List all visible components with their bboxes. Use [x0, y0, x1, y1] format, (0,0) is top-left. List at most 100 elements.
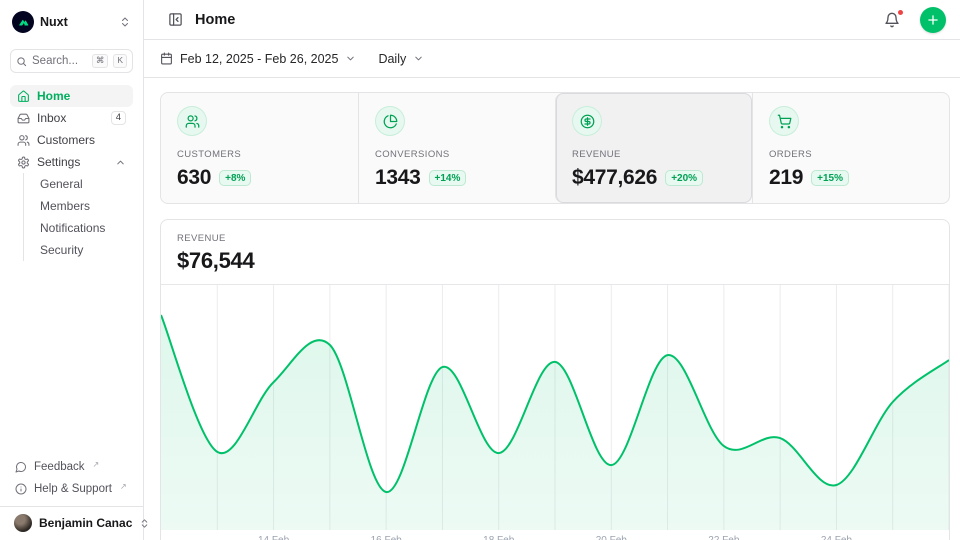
user-name: Benjamin Canac	[39, 516, 132, 530]
chart-header: Revenue $76,544	[161, 220, 949, 284]
home-icon	[17, 90, 30, 103]
panel-left-close-icon	[168, 12, 183, 27]
stat-label: Customers	[177, 149, 342, 160]
calendar-icon	[160, 52, 173, 65]
x-tick-label: 22 Feb	[708, 535, 739, 540]
sidebar-item-customers[interactable]: Customers	[10, 129, 133, 151]
stat-label: Conversions	[375, 149, 539, 160]
search-placeholder: Search...	[32, 55, 87, 67]
stat-value: 219	[769, 166, 803, 190]
inbox-icon	[17, 112, 30, 125]
chart-pie-circle-icon	[375, 106, 405, 136]
chart-x-axis: 14 Feb 16 Feb 18 Feb 20 Feb 22 Feb 24 Feb	[161, 530, 949, 540]
stat-label: Orders	[769, 149, 933, 160]
stat-card-orders[interactable]: Orders 219 +15%	[752, 93, 949, 203]
settings-sub-list: General Members Notifications Security	[23, 173, 133, 261]
granularity-select[interactable]: Daily	[378, 52, 424, 66]
chevron-up-icon	[115, 157, 126, 168]
circle-dollar-icon	[572, 106, 602, 136]
feedback-label: Feedback	[34, 461, 85, 473]
shopping-cart-icon	[769, 106, 799, 136]
chevron-down-icon	[345, 53, 356, 64]
sidebar-item-settings[interactable]: Settings	[10, 151, 133, 173]
granularity-value: Daily	[378, 52, 406, 66]
sidebar-nav: Home Inbox 4 Customers Sett	[10, 85, 133, 261]
sidebar-item-inbox[interactable]: Inbox 4	[10, 107, 133, 129]
main-area: Home Feb 12, 2025 - Feb 26	[144, 0, 960, 540]
x-tick-label: 14 Feb	[258, 535, 289, 540]
stat-delta-badge: +15%	[811, 170, 849, 186]
date-range-value: Feb 12, 2025 - Feb 26, 2025	[180, 52, 338, 66]
sidebar-item-security[interactable]: Security	[36, 239, 133, 261]
chart-plot-area: 14 Feb 16 Feb 18 Feb 20 Feb 22 Feb 24 Feb	[161, 284, 949, 540]
sidebar-item-label: Customers	[37, 133, 95, 147]
date-range-picker[interactable]: Feb 12, 2025 - Feb 26, 2025	[160, 52, 356, 66]
page-header: Home	[144, 0, 960, 40]
stat-card-conversions[interactable]: Conversions 1343 +14%	[358, 93, 555, 203]
sub-item-label: Members	[40, 199, 90, 213]
stat-value: 630	[177, 166, 211, 190]
workspace-name: Nuxt	[40, 15, 113, 29]
chart-metric-value: $76,544	[177, 248, 933, 274]
workspace-switcher[interactable]: Nuxt	[10, 8, 133, 36]
chevron-down-icon	[413, 53, 424, 64]
sidebar-collapse-button[interactable]	[166, 10, 185, 29]
sidebar-item-label: Home	[37, 89, 70, 103]
dashboard-content: Customers 630 +8% Conversions 1343 +14%	[144, 78, 960, 540]
help-support-link[interactable]: Help & Support ↗	[10, 478, 133, 500]
user-menu[interactable]: Benjamin Canac	[10, 512, 133, 534]
sub-item-label: Notifications	[40, 221, 105, 235]
stat-delta-badge: +20%	[665, 170, 703, 186]
x-tick-label: 18 Feb	[483, 535, 514, 540]
stat-delta-badge: +8%	[219, 170, 251, 186]
external-link-icon: ↗	[93, 460, 100, 469]
info-circle-icon	[15, 483, 27, 495]
users-icon	[17, 134, 30, 147]
kbd-k: K	[113, 54, 127, 67]
help-support-label: Help & Support	[34, 483, 112, 495]
avatar	[14, 514, 32, 532]
x-tick-label: 20 Feb	[596, 535, 627, 540]
stat-delta-badge: +14%	[429, 170, 467, 186]
stats-grid: Customers 630 +8% Conversions 1343 +14%	[160, 92, 950, 204]
external-link-icon: ↗	[120, 482, 127, 491]
sidebar-item-label: Inbox	[37, 111, 66, 125]
sidebar-item-members[interactable]: Members	[36, 195, 133, 217]
stat-value: $477,626	[572, 166, 657, 190]
search-icon	[16, 56, 27, 67]
kbd-meta: ⌘	[92, 54, 109, 67]
app-root: Nuxt Search... ⌘ K Home	[0, 0, 960, 540]
sidebar-item-notifications[interactable]: Notifications	[36, 217, 133, 239]
chart-metric-label: Revenue	[177, 233, 933, 244]
revenue-chart-card: Revenue $76,544 14 Feb 16 Feb 18 Feb 20 Feb…	[160, 219, 950, 540]
page-title: Home	[195, 12, 872, 28]
sidebar-item-home[interactable]: Home	[10, 85, 133, 107]
divider	[0, 506, 143, 507]
stat-card-customers[interactable]: Customers 630 +8%	[161, 93, 358, 203]
stat-label: Revenue	[572, 149, 736, 160]
add-button[interactable]	[920, 7, 946, 33]
revenue-area-chart	[161, 285, 949, 530]
gear-icon	[17, 156, 30, 169]
x-tick-label: 16 Feb	[371, 535, 402, 540]
sidebar: Nuxt Search... ⌘ K Home	[0, 0, 144, 540]
nuxt-logo-icon	[12, 11, 34, 33]
sidebar-footer: Feedback ↗ Help & Support ↗ Benjamin Can…	[10, 456, 133, 534]
chevrons-up-down-icon	[119, 16, 131, 28]
stat-card-revenue[interactable]: Revenue $477,626 +20%	[555, 93, 752, 203]
sidebar-item-general[interactable]: General	[36, 173, 133, 195]
stat-value: 1343	[375, 166, 421, 190]
users-circle-icon	[177, 106, 207, 136]
plus-icon	[926, 13, 940, 27]
filters-toolbar: Feb 12, 2025 - Feb 26, 2025 Daily	[144, 40, 960, 78]
chat-bubble-icon	[15, 461, 27, 473]
feedback-link[interactable]: Feedback ↗	[10, 456, 133, 478]
search-input[interactable]: Search... ⌘ K	[10, 49, 133, 73]
sub-item-label: General	[40, 177, 83, 191]
sidebar-item-label: Settings	[37, 155, 80, 169]
chevrons-up-down-icon	[139, 518, 150, 529]
notification-dot	[897, 9, 904, 16]
sub-item-label: Security	[40, 243, 83, 257]
x-tick-label: 24 Feb	[821, 535, 852, 540]
inbox-count-badge: 4	[111, 111, 126, 125]
